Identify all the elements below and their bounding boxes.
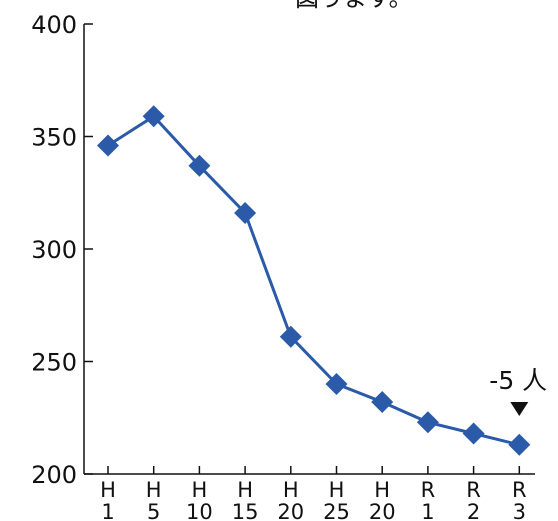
x-tick-label-year: 1	[421, 500, 434, 521]
x-tick-label-era: R	[421, 478, 436, 502]
x-tick-label-era: H	[374, 478, 390, 502]
data-point-marker	[97, 135, 119, 157]
x-tick-label-year: 5	[147, 500, 160, 521]
data-markers	[97, 105, 530, 456]
x-tick-label-era: H	[283, 478, 299, 502]
data-point-marker	[508, 434, 530, 456]
x-tick-label-year: 3	[513, 500, 526, 521]
x-tick-label-era: H	[100, 478, 116, 502]
x-tick-label-era: R	[466, 478, 481, 502]
data-point-marker	[463, 423, 485, 445]
y-tick-label: 400	[31, 11, 77, 39]
y-tick-label: 350	[31, 124, 77, 152]
annotation: -5 人	[489, 366, 547, 416]
y-tick-label: 300	[31, 236, 77, 264]
x-tick-label-year: 1	[101, 500, 114, 521]
data-point-marker	[417, 411, 439, 433]
x-tick-label-year: 20	[369, 500, 396, 521]
x-tick-label-era: H	[192, 478, 208, 502]
data-point-marker	[371, 391, 393, 413]
y-tick-label: 250	[31, 349, 77, 377]
x-tick-label-year: 25	[323, 500, 350, 521]
x-tick-label-era: R	[512, 478, 527, 502]
x-tick-label-era: H	[329, 478, 345, 502]
x-tick-label-year: 15	[232, 500, 259, 521]
x-tick-label-era: H	[146, 478, 162, 502]
series-line	[108, 116, 519, 445]
annotation-text: -5 人	[489, 366, 547, 395]
chart-top-text: 図うます。	[295, 0, 413, 12]
x-tick-label-year: 2	[467, 500, 480, 521]
x-tick-label-year: 10	[186, 500, 213, 521]
y-tick-label: 200	[31, 461, 77, 489]
x-tick-label-era: H	[237, 478, 253, 502]
down-triangle-icon	[510, 402, 528, 416]
x-tick-label-year: 20	[277, 500, 304, 521]
